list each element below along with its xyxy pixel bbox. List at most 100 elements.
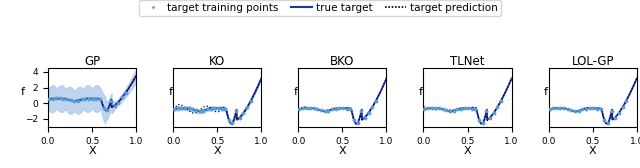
Point	[191, 109, 201, 111]
Point	[338, 107, 348, 110]
Point	[47, 97, 58, 100]
Point	[467, 108, 477, 110]
Point	[345, 108, 355, 111]
Point	[102, 109, 113, 111]
Point	[449, 110, 459, 112]
Y-axis label: f: f	[168, 87, 172, 97]
Title: LOL-GP: LOL-GP	[572, 55, 614, 68]
X-axis label: X: X	[88, 145, 96, 156]
Legend: target training points, true target, target prediction: target training points, true target, tar…	[139, 0, 501, 16]
Point	[202, 108, 212, 110]
Point	[106, 100, 116, 102]
Point	[423, 107, 433, 110]
Point	[92, 98, 102, 100]
Point	[246, 99, 256, 102]
Point	[477, 122, 488, 125]
Point	[356, 110, 367, 113]
Point	[224, 119, 234, 121]
Point	[238, 112, 248, 115]
Point	[80, 97, 90, 100]
Point	[120, 92, 131, 94]
Point	[195, 110, 205, 112]
Point	[592, 108, 602, 110]
Y-axis label: f: f	[419, 87, 422, 97]
Y-axis label: f: f	[20, 87, 24, 97]
Point	[610, 116, 620, 119]
Point	[216, 108, 227, 110]
Point	[184, 107, 194, 110]
Point	[426, 107, 436, 109]
Point	[77, 98, 87, 101]
Point	[95, 98, 105, 101]
Point	[227, 122, 237, 125]
Point	[62, 98, 72, 101]
Point	[319, 110, 330, 112]
Point	[54, 97, 65, 99]
Point	[331, 107, 341, 110]
Point	[367, 105, 378, 108]
Point	[180, 106, 190, 109]
Point	[323, 110, 333, 112]
Point	[438, 108, 448, 111]
Point	[474, 119, 484, 121]
Point	[360, 116, 370, 119]
Point	[563, 108, 573, 111]
Point	[113, 101, 124, 104]
Point	[581, 107, 591, 110]
Point	[242, 105, 252, 108]
Point	[209, 107, 220, 110]
Point	[485, 116, 495, 119]
Point	[349, 119, 359, 121]
Point	[573, 110, 584, 112]
Point	[548, 107, 558, 110]
Point	[452, 108, 462, 110]
Point	[492, 105, 502, 108]
Point	[441, 109, 451, 111]
Point	[419, 107, 429, 110]
Title: TLNet: TLNet	[451, 55, 485, 68]
Title: BKO: BKO	[330, 55, 355, 68]
Point	[298, 107, 308, 110]
Point	[342, 108, 352, 110]
Point	[599, 119, 609, 121]
Point	[488, 112, 499, 115]
X-axis label: X: X	[339, 145, 346, 156]
Point	[584, 107, 595, 110]
Point	[116, 96, 127, 99]
Point	[552, 107, 562, 109]
Point	[99, 106, 109, 109]
Point	[570, 110, 580, 112]
X-axis label: X: X	[213, 145, 221, 156]
Point	[559, 107, 569, 110]
Point	[84, 97, 94, 100]
Point	[434, 107, 444, 110]
Point	[463, 107, 474, 110]
Point	[69, 99, 79, 102]
Point	[577, 108, 588, 110]
Point	[334, 107, 344, 110]
Point	[231, 110, 241, 113]
Point	[614, 112, 624, 115]
Point	[556, 106, 566, 109]
Point	[169, 107, 179, 110]
Point	[607, 110, 617, 113]
Point	[212, 107, 223, 110]
Point	[327, 108, 337, 110]
Point	[205, 107, 216, 110]
Point	[353, 122, 363, 125]
Point	[496, 99, 506, 102]
Point	[301, 107, 312, 109]
Point	[176, 107, 186, 109]
Point	[308, 107, 319, 110]
Point	[173, 107, 183, 110]
Point	[596, 108, 606, 111]
Point	[445, 110, 455, 112]
Point	[460, 107, 470, 110]
Point	[58, 97, 68, 100]
Point	[187, 108, 197, 111]
Point	[220, 108, 230, 111]
Point	[312, 108, 323, 111]
Title: KO: KO	[209, 55, 225, 68]
Point	[88, 97, 98, 100]
Point	[456, 107, 466, 110]
